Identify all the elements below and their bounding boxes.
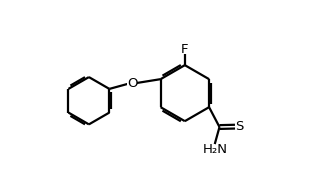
- Text: O: O: [127, 77, 137, 90]
- Text: H₂N: H₂N: [202, 143, 227, 156]
- Text: F: F: [181, 43, 188, 55]
- Text: S: S: [235, 120, 243, 133]
